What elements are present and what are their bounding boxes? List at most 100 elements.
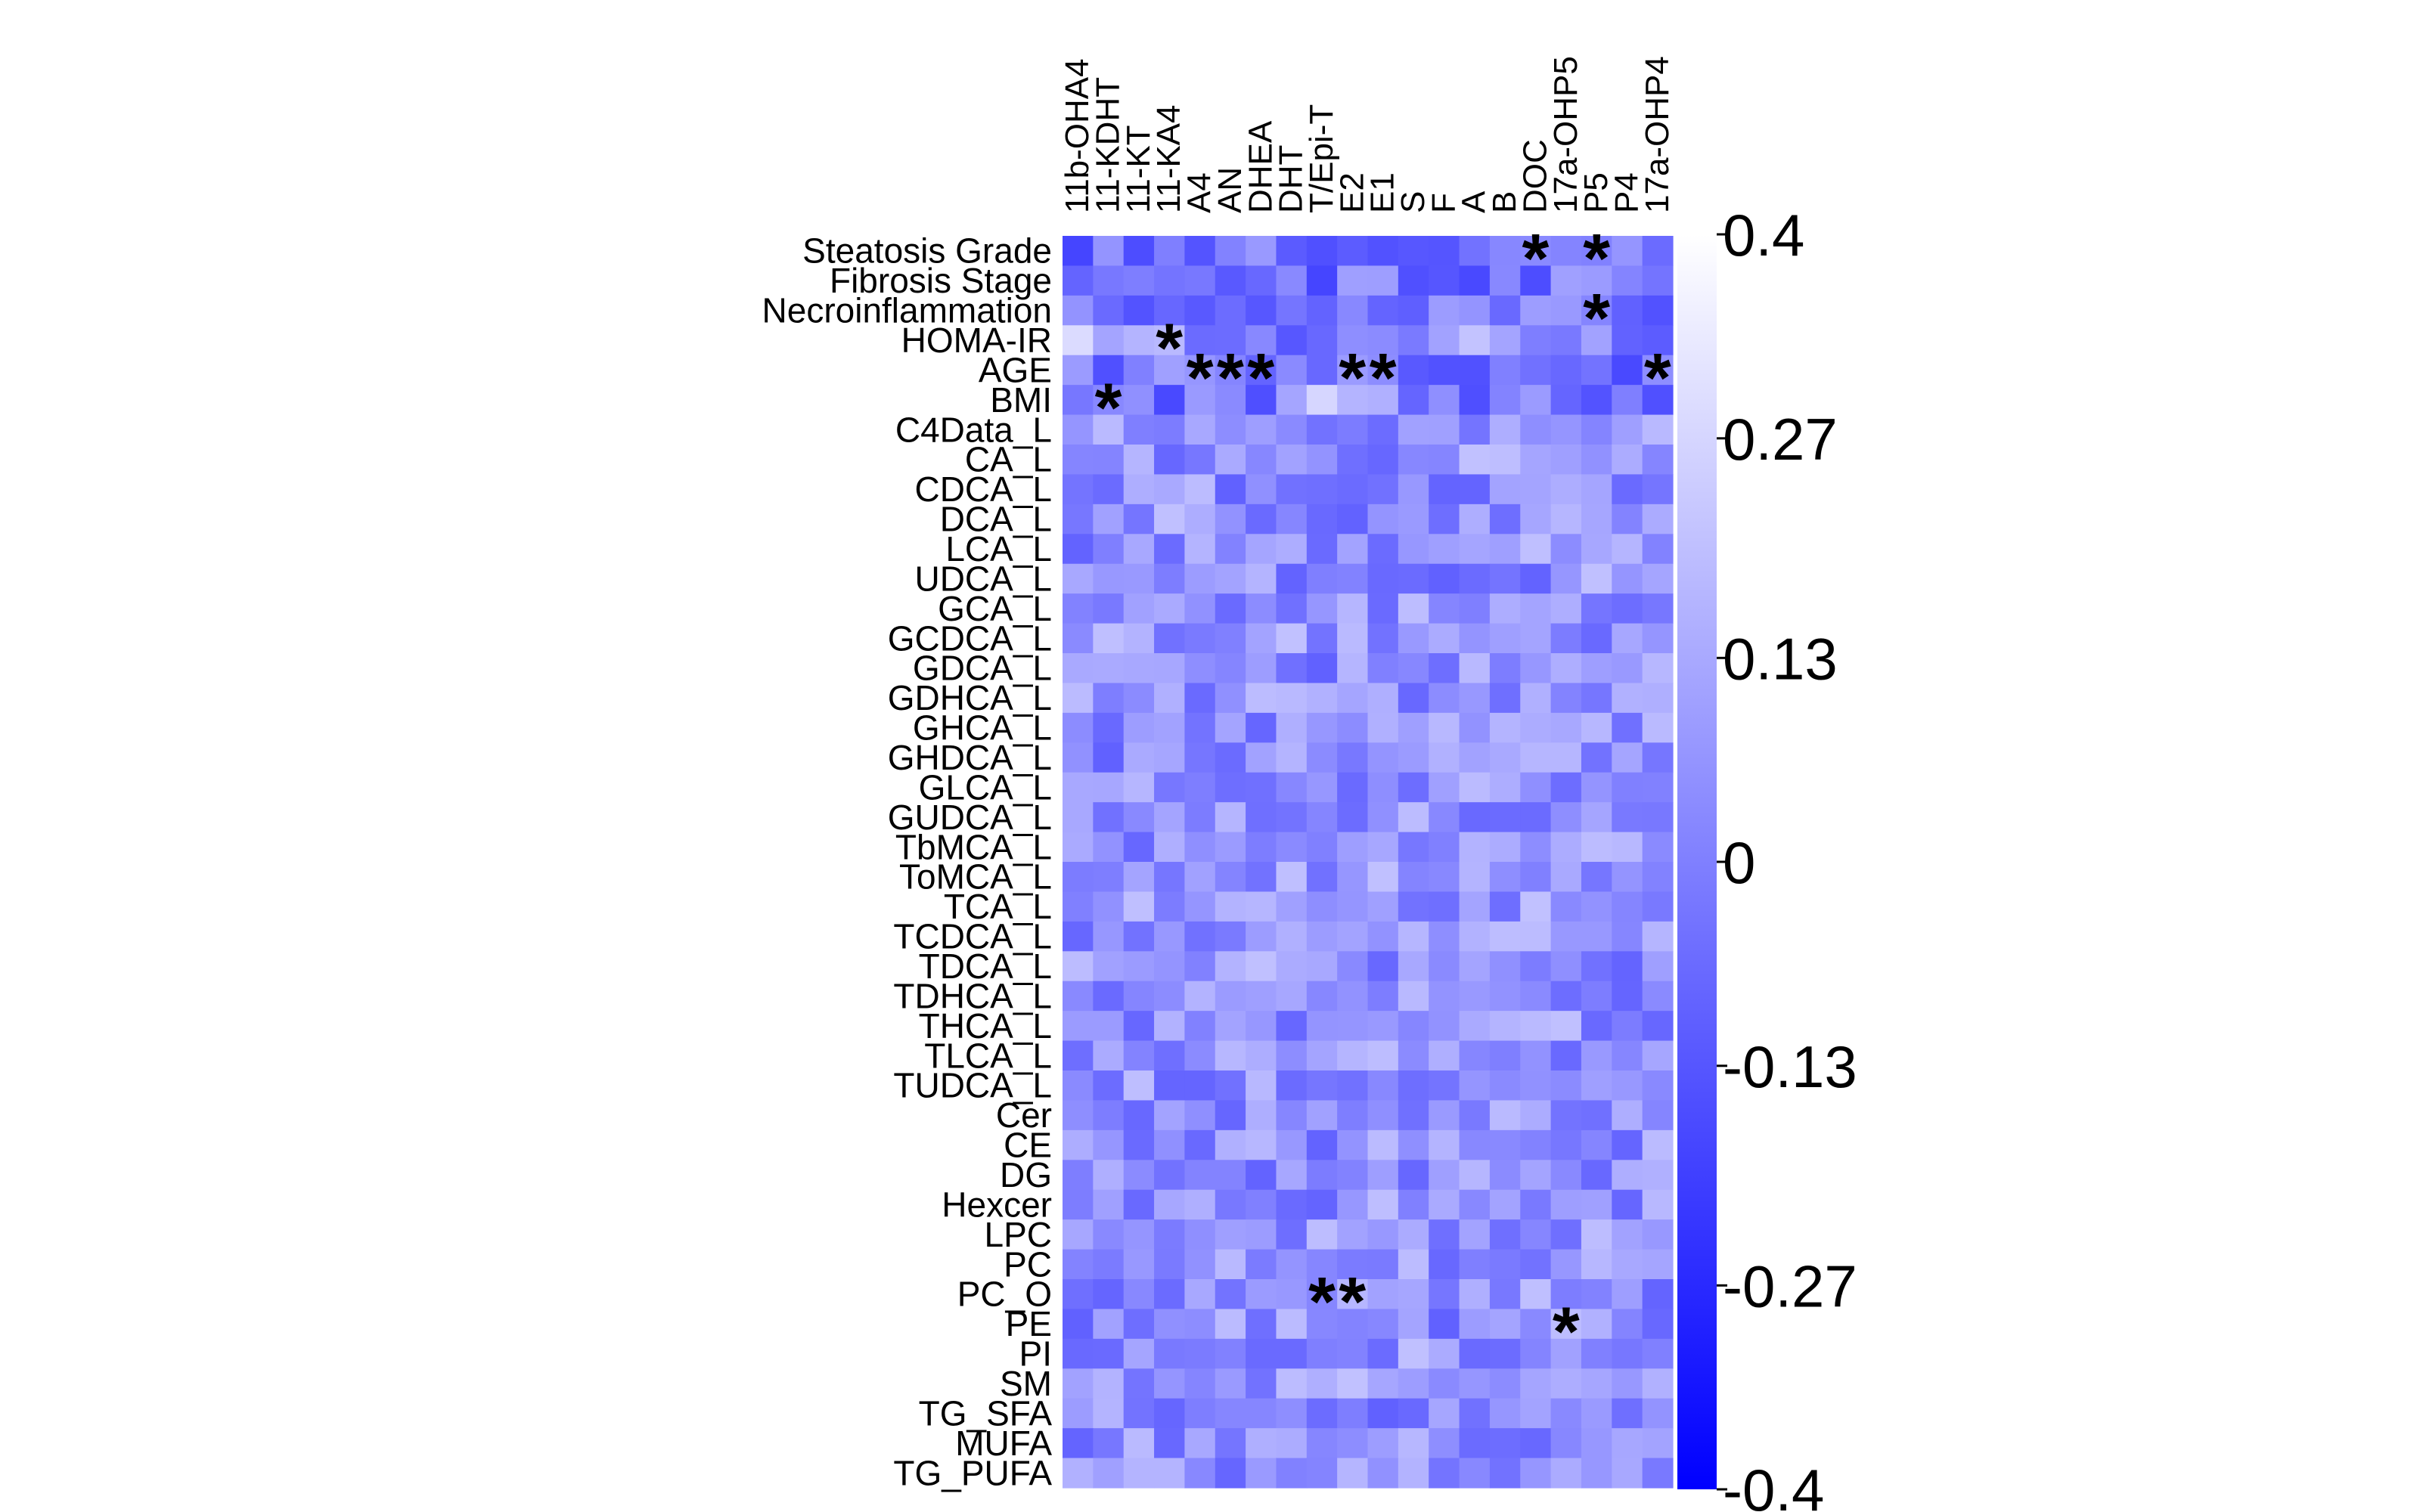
heatmap-cell	[1093, 1011, 1125, 1042]
heatmap-cell	[1489, 325, 1521, 356]
heatmap-cell	[1184, 1309, 1216, 1340]
heatmap-cell	[1276, 891, 1308, 922]
heatmap-cell	[1215, 503, 1246, 534]
row-label: TbMCA_L	[895, 827, 1052, 866]
heatmap-cell	[1429, 921, 1460, 952]
heatmap-cell	[1612, 355, 1643, 386]
heatmap-cell	[1063, 623, 1094, 654]
heatmap-cell	[1063, 1070, 1094, 1101]
heatmap-cell	[1246, 445, 1277, 476]
heatmap-cell	[1367, 355, 1399, 386]
heatmap-cell	[1429, 742, 1460, 773]
heatmap-cell	[1276, 623, 1308, 654]
heatmap-cell	[1123, 593, 1155, 624]
heatmap-cell	[1246, 563, 1277, 594]
heatmap-cell	[1459, 414, 1491, 445]
heatmap-cell	[1612, 474, 1643, 505]
heatmap-cell	[1184, 683, 1216, 714]
heatmap-cell	[1367, 1249, 1399, 1280]
heatmap-cell	[1367, 623, 1399, 654]
heatmap-cell	[1063, 385, 1094, 416]
heatmap-cell	[1612, 236, 1643, 267]
heatmap-cell	[1459, 1040, 1491, 1071]
heatmap-cell	[1612, 1368, 1643, 1399]
significance-star: *	[1217, 339, 1244, 417]
heatmap-cell	[1063, 474, 1094, 505]
heatmap-cell	[1398, 1129, 1429, 1160]
heatmap-cell	[1246, 1279, 1277, 1310]
heatmap-cell	[1642, 802, 1674, 833]
heatmap-cell	[1429, 1368, 1460, 1399]
heatmap-cell	[1581, 1219, 1612, 1250]
heatmap-cell	[1215, 1458, 1246, 1489]
heatmap-cell	[1184, 981, 1216, 1012]
heatmap-cell	[1520, 474, 1552, 505]
heatmap-cell	[1459, 1070, 1491, 1101]
heatmap-cell	[1550, 474, 1582, 505]
heatmap-cell	[1215, 563, 1246, 594]
heatmap-cell	[1063, 742, 1094, 773]
heatmap-cell	[1123, 1368, 1155, 1399]
heatmap-cell	[1459, 325, 1491, 356]
heatmap-cell	[1063, 951, 1094, 982]
heatmap-cell	[1063, 683, 1094, 714]
heatmap-cell	[1246, 1368, 1277, 1399]
heatmap-cell	[1306, 1458, 1338, 1489]
heatmap-cell	[1642, 474, 1674, 505]
row-label: CDCA_L	[914, 469, 1052, 509]
heatmap-cell	[1306, 445, 1338, 476]
heatmap-cell	[1306, 1309, 1338, 1340]
heatmap-cell	[1367, 1189, 1399, 1220]
heatmap-cell	[1429, 325, 1460, 356]
heatmap-cell	[1215, 265, 1246, 296]
heatmap-cell	[1398, 563, 1429, 594]
heatmap-cell	[1306, 981, 1338, 1012]
heatmap-cell	[1337, 1160, 1369, 1191]
heatmap-cell	[1306, 1428, 1338, 1459]
heatmap-cell	[1154, 862, 1185, 893]
heatmap-cell	[1123, 1160, 1155, 1191]
heatmap-cell	[1063, 355, 1094, 386]
heatmap-cell	[1337, 683, 1369, 714]
heatmap-cell	[1184, 742, 1216, 773]
heatmap-cell	[1184, 445, 1216, 476]
heatmap-cell	[1398, 445, 1429, 476]
heatmap-cell	[1642, 981, 1674, 1012]
heatmap-cell	[1550, 1338, 1582, 1369]
heatmap-cell	[1489, 1428, 1521, 1459]
heatmap-cell	[1612, 981, 1643, 1012]
heatmap-cell	[1520, 385, 1552, 416]
heatmap-cell	[1398, 1338, 1429, 1369]
heatmap-cell	[1215, 1189, 1246, 1220]
significance-star: *	[1247, 339, 1274, 417]
heatmap-cell	[1459, 563, 1491, 594]
heatmap-cell	[1581, 1428, 1612, 1459]
heatmap-cell	[1215, 1398, 1246, 1429]
heatmap-cell	[1246, 921, 1277, 952]
heatmap-cell	[1184, 712, 1216, 743]
heatmap-cell	[1398, 325, 1429, 356]
heatmap-cell	[1215, 295, 1246, 326]
heatmap-cell	[1093, 772, 1125, 803]
heatmap-cell	[1367, 503, 1399, 534]
heatmap-cell	[1489, 355, 1521, 386]
heatmap-cell	[1276, 921, 1308, 952]
column-label: E2	[1333, 172, 1370, 213]
heatmap-cell	[1063, 1398, 1094, 1429]
heatmap-cell	[1459, 474, 1491, 505]
heatmap-cell	[1306, 1398, 1338, 1429]
heatmap-cell	[1215, 862, 1246, 893]
heatmap-cell	[1215, 1160, 1246, 1191]
heatmap-cell	[1123, 1219, 1155, 1250]
heatmap-cell	[1612, 325, 1643, 356]
heatmap-cell	[1337, 1219, 1369, 1250]
heatmap-cell	[1154, 683, 1185, 714]
heatmap-cell	[1276, 742, 1308, 773]
heatmap-cell	[1642, 1219, 1674, 1250]
heatmap-cell	[1184, 891, 1216, 922]
heatmap-cell	[1367, 1160, 1399, 1191]
heatmap-cell	[1154, 802, 1185, 833]
heatmap-cell	[1642, 593, 1674, 624]
heatmap-cell	[1459, 981, 1491, 1012]
heatmap-cell	[1520, 1189, 1552, 1220]
